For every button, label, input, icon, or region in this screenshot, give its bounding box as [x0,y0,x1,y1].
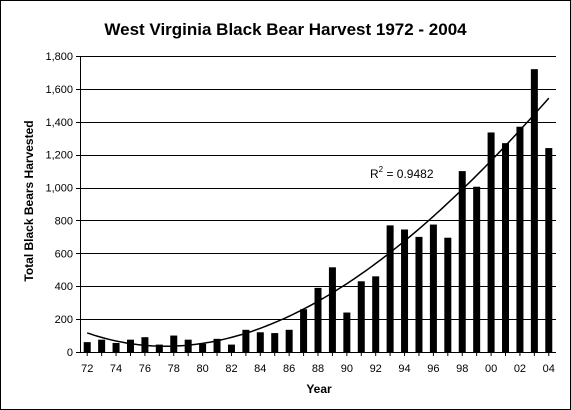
bar-94 [401,229,409,352]
x-tick-label: 92 [370,363,382,375]
bar-97 [444,237,452,352]
bar-01 [502,143,510,352]
bar-78 [170,335,178,352]
y-tick-label: 1,600 [45,84,73,96]
y-tick-label: 1,000 [45,183,73,195]
bar-81 [213,338,221,352]
bar-03 [530,69,538,353]
bar-83 [242,329,250,352]
bar-04 [545,148,553,352]
x-tick-label: 94 [398,363,410,375]
bar-91 [357,281,365,352]
bar-77 [155,344,163,352]
bar-85 [271,333,279,352]
x-axis-label: Year [306,382,332,396]
x-tick-label: 74 [110,363,122,375]
bar-82 [227,344,235,352]
x-tick-label: 98 [456,363,468,375]
bar-99 [473,186,481,352]
chart-title: West Virginia Black Bear Harvest 1972 - … [104,20,467,39]
bar-87 [300,309,308,352]
r-squared-annotation: R2 = 0.9482 [370,165,434,181]
trendline [86,97,550,347]
bar-96 [429,224,437,352]
y-tick-label: 0 [67,347,73,359]
trendline-path [86,97,550,347]
x-tick-label: 02 [514,363,526,375]
x-tick-label: 84 [254,363,266,375]
y-tick-labels: 0 200 400 600 800 1,000 1,200 1,400 1,600 1,800 [45,51,73,359]
y-tick-label: 1,400 [45,117,73,129]
x-tick-label: 88 [312,363,324,375]
bar-95 [415,236,423,352]
bar-86 [285,329,293,352]
y-axis-label: Total Black Bears Harvested [22,120,36,281]
y-tick-label: 1,800 [45,51,73,63]
bar-73 [98,339,106,352]
bar-89 [328,267,336,352]
x-tick-labels: 72 74 76 78 80 82 84 86 88 90 92 94 96 98 00 02 04 [81,363,555,375]
y-tick-label: 400 [55,281,73,293]
y-tick-label: 1,200 [45,150,73,162]
bar-00 [487,132,495,352]
bars [83,69,553,353]
x-tick-label: 90 [341,363,353,375]
y-tick-label: 200 [55,314,73,326]
gridlines [80,56,556,320]
x-tick-label: 80 [196,363,208,375]
x-tick-label: 72 [81,363,93,375]
bar-88 [314,287,322,352]
x-tick-label: 96 [427,363,439,375]
bar-84 [256,332,264,352]
x-tick-label: 86 [283,363,295,375]
bar-93 [386,225,394,352]
x-tick-label: 82 [225,363,237,375]
x-tick-label: 04 [543,363,555,375]
bar-92 [372,276,380,352]
bar-98 [458,171,466,352]
x-tick-label: 78 [168,363,180,375]
axes [76,56,556,356]
bar-72 [83,342,91,352]
y-tick-label: 600 [55,248,73,260]
x-tick-label: 00 [485,363,497,375]
bar-75 [126,339,134,352]
bar-74 [112,342,120,352]
bar-02 [516,126,524,352]
bar-90 [343,312,351,352]
y-tick-label: 800 [55,215,73,227]
bar-80 [199,343,207,352]
x-tick-label: 76 [139,363,151,375]
